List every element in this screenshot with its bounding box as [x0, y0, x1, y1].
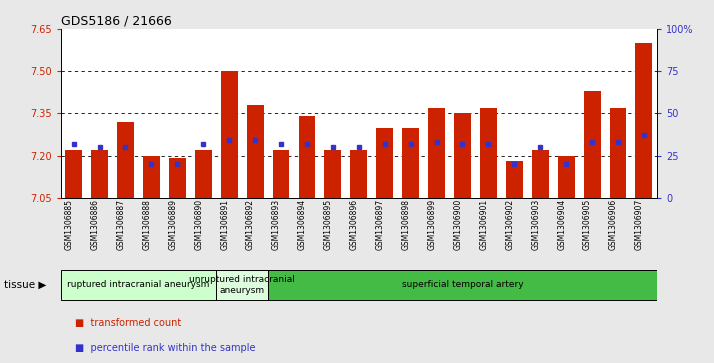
Text: GSM1306907: GSM1306907 — [635, 199, 644, 250]
Bar — [268, 270, 657, 300]
Bar — [454, 114, 471, 198]
Bar — [65, 150, 82, 198]
Text: GSM1306897: GSM1306897 — [376, 199, 385, 250]
Bar — [480, 108, 497, 198]
Bar — [376, 127, 393, 198]
Bar — [558, 156, 575, 198]
Text: ruptured intracranial aneurysm: ruptured intracranial aneurysm — [67, 281, 210, 289]
Text: GDS5186 / 21666: GDS5186 / 21666 — [61, 15, 171, 28]
Bar — [402, 127, 419, 198]
Bar — [506, 161, 523, 198]
Bar — [143, 156, 160, 198]
Bar — [216, 270, 268, 300]
Text: ■  percentile rank within the sample: ■ percentile rank within the sample — [75, 343, 256, 354]
Bar — [61, 270, 216, 300]
Text: GSM1306893: GSM1306893 — [272, 199, 281, 250]
Text: unruptured intracranial
aneurysm: unruptured intracranial aneurysm — [189, 275, 295, 295]
Text: GSM1306903: GSM1306903 — [531, 199, 540, 250]
Text: GSM1306892: GSM1306892 — [246, 199, 255, 250]
Text: GSM1306894: GSM1306894 — [298, 199, 307, 250]
Text: GSM1306891: GSM1306891 — [220, 199, 229, 250]
Bar — [273, 150, 289, 198]
Text: GSM1306904: GSM1306904 — [557, 199, 566, 250]
Bar — [195, 150, 211, 198]
Bar — [246, 105, 263, 198]
Bar — [91, 150, 108, 198]
Text: ■  transformed count: ■ transformed count — [75, 318, 181, 328]
Bar — [324, 150, 341, 198]
Bar — [610, 108, 626, 198]
Text: GSM1306888: GSM1306888 — [142, 199, 151, 250]
Text: superficial temporal artery: superficial temporal artery — [402, 281, 523, 289]
Text: GSM1306889: GSM1306889 — [169, 199, 177, 250]
Bar — [169, 159, 186, 198]
Bar — [117, 122, 134, 198]
Text: GSM1306898: GSM1306898 — [402, 199, 411, 250]
Bar — [298, 116, 316, 198]
Text: GSM1306886: GSM1306886 — [91, 199, 99, 250]
Bar — [635, 43, 653, 198]
Bar — [351, 150, 367, 198]
Text: GSM1306905: GSM1306905 — [583, 199, 592, 250]
Bar — [428, 108, 445, 198]
Text: GSM1306887: GSM1306887 — [116, 199, 126, 250]
Text: GSM1306890: GSM1306890 — [194, 199, 203, 250]
Text: GSM1306902: GSM1306902 — [506, 199, 514, 250]
Text: GSM1306900: GSM1306900 — [453, 199, 463, 250]
Text: GSM1306906: GSM1306906 — [609, 199, 618, 250]
Text: GSM1306901: GSM1306901 — [479, 199, 488, 250]
Text: tissue ▶: tissue ▶ — [4, 280, 46, 290]
Text: GSM1306896: GSM1306896 — [350, 199, 358, 250]
Text: GSM1306899: GSM1306899 — [428, 199, 436, 250]
Bar — [532, 150, 548, 198]
Text: GSM1306895: GSM1306895 — [324, 199, 333, 250]
Text: GSM1306885: GSM1306885 — [65, 199, 74, 250]
Bar — [583, 91, 600, 198]
Bar — [221, 71, 238, 198]
